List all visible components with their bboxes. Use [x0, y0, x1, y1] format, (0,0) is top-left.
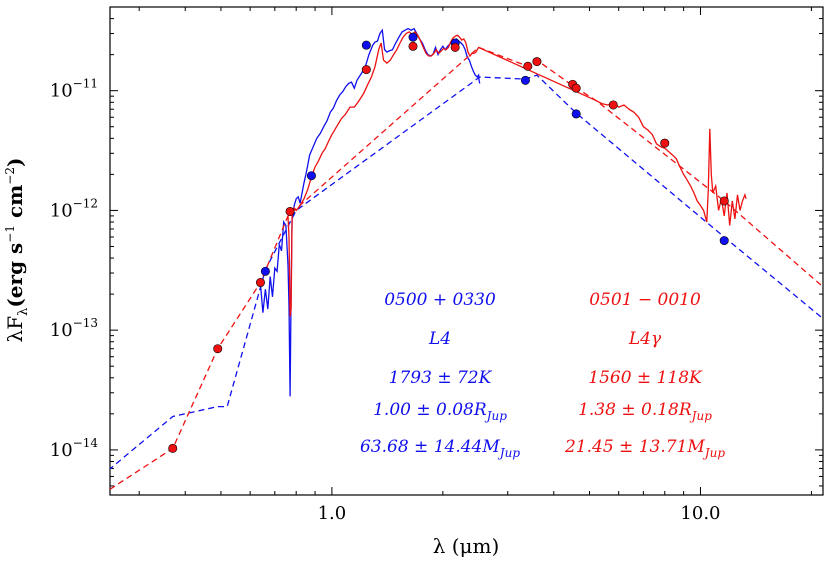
red-annotation-line: 1560 ± 118K [588, 368, 703, 388]
axis-tick-labels: 1.0 10.0 10−14 10−13 10−12 10−11 [50, 77, 721, 524]
red-model-line [110, 46, 823, 490]
red-annotation-line: L4γ [628, 329, 662, 349]
y-axis-label-main: λF [3, 316, 27, 343]
red-photometry-point [450, 42, 460, 52]
red-photometry-point [213, 344, 223, 354]
red-annotation-line: 21.45 ± 13.71MJup [564, 437, 725, 460]
plot-frame [109, 6, 824, 496]
red-photometry-point [608, 100, 618, 110]
blue-photometry-point [571, 109, 581, 119]
blue-annotation-line: 1.00 ± 0.08RJup [373, 400, 507, 423]
red-photometry-point [255, 278, 265, 288]
blue-photometry-point [719, 236, 729, 246]
y-axis-label-units-mid: cm [3, 185, 27, 225]
red-photometry-point [285, 206, 295, 216]
y-axis-label-units-prefix: (erg s [3, 243, 27, 308]
y-tick-label: 10−12 [50, 196, 98, 221]
blue-model-line [110, 74, 823, 470]
y-axis-label-units-exp1: −1 [3, 225, 17, 243]
red-photometry-point [532, 57, 542, 67]
blue-photometry-point [260, 266, 270, 276]
y-tick-label: 10−14 [50, 436, 99, 461]
red-photometry-point [408, 41, 418, 51]
blue-annotation-line: L4 [428, 329, 451, 349]
y-axis-label: λFλ(erg s−1 cm−2) [3, 158, 31, 343]
y-axis-label-sub: λ [16, 308, 31, 316]
red-annotation-line: 1.38 ± 0.18RJup [578, 400, 712, 423]
red-photometry-point [571, 83, 581, 93]
photometry-points [168, 32, 729, 453]
red-spectrum-line [287, 30, 747, 317]
blue-photometry-point [306, 171, 316, 181]
axis-ticks [110, 6, 823, 495]
x-tick-label: 1.0 [318, 503, 347, 524]
red-photometry-point [361, 65, 371, 75]
y-tick-label: 10−13 [50, 316, 98, 341]
blue-photometry-point [361, 40, 371, 50]
blue-annotation-line: 0500 + 0330 [384, 290, 496, 310]
parameter-annotations: 0500 + 0330 L4 1793 ± 72K 1.00 ± 0.08RJup 63… [360, 290, 725, 460]
y-tick-label: 10−11 [50, 77, 98, 102]
x-tick-label: 10.0 [680, 503, 720, 524]
y-axis-label-units-exp2: −2 [3, 167, 17, 185]
blue-photometry-point [520, 75, 530, 85]
blue-photometry-point [408, 32, 418, 42]
red-annotation-line: 0501 − 0010 [589, 290, 701, 310]
blue-annotation-line: 1793 ± 72K [389, 368, 493, 388]
red-photometry-point [168, 443, 178, 453]
y-axis-label-units-suffix: ) [3, 158, 27, 167]
red-photometry-point [719, 196, 729, 206]
blue-annotation-line: 63.68 ± 14.44MJup [360, 437, 520, 460]
series-lines [110, 27, 823, 490]
red-photometry-point [660, 138, 670, 148]
red-photometry-point [523, 61, 533, 71]
x-axis-label: λ (μm) [433, 534, 500, 558]
